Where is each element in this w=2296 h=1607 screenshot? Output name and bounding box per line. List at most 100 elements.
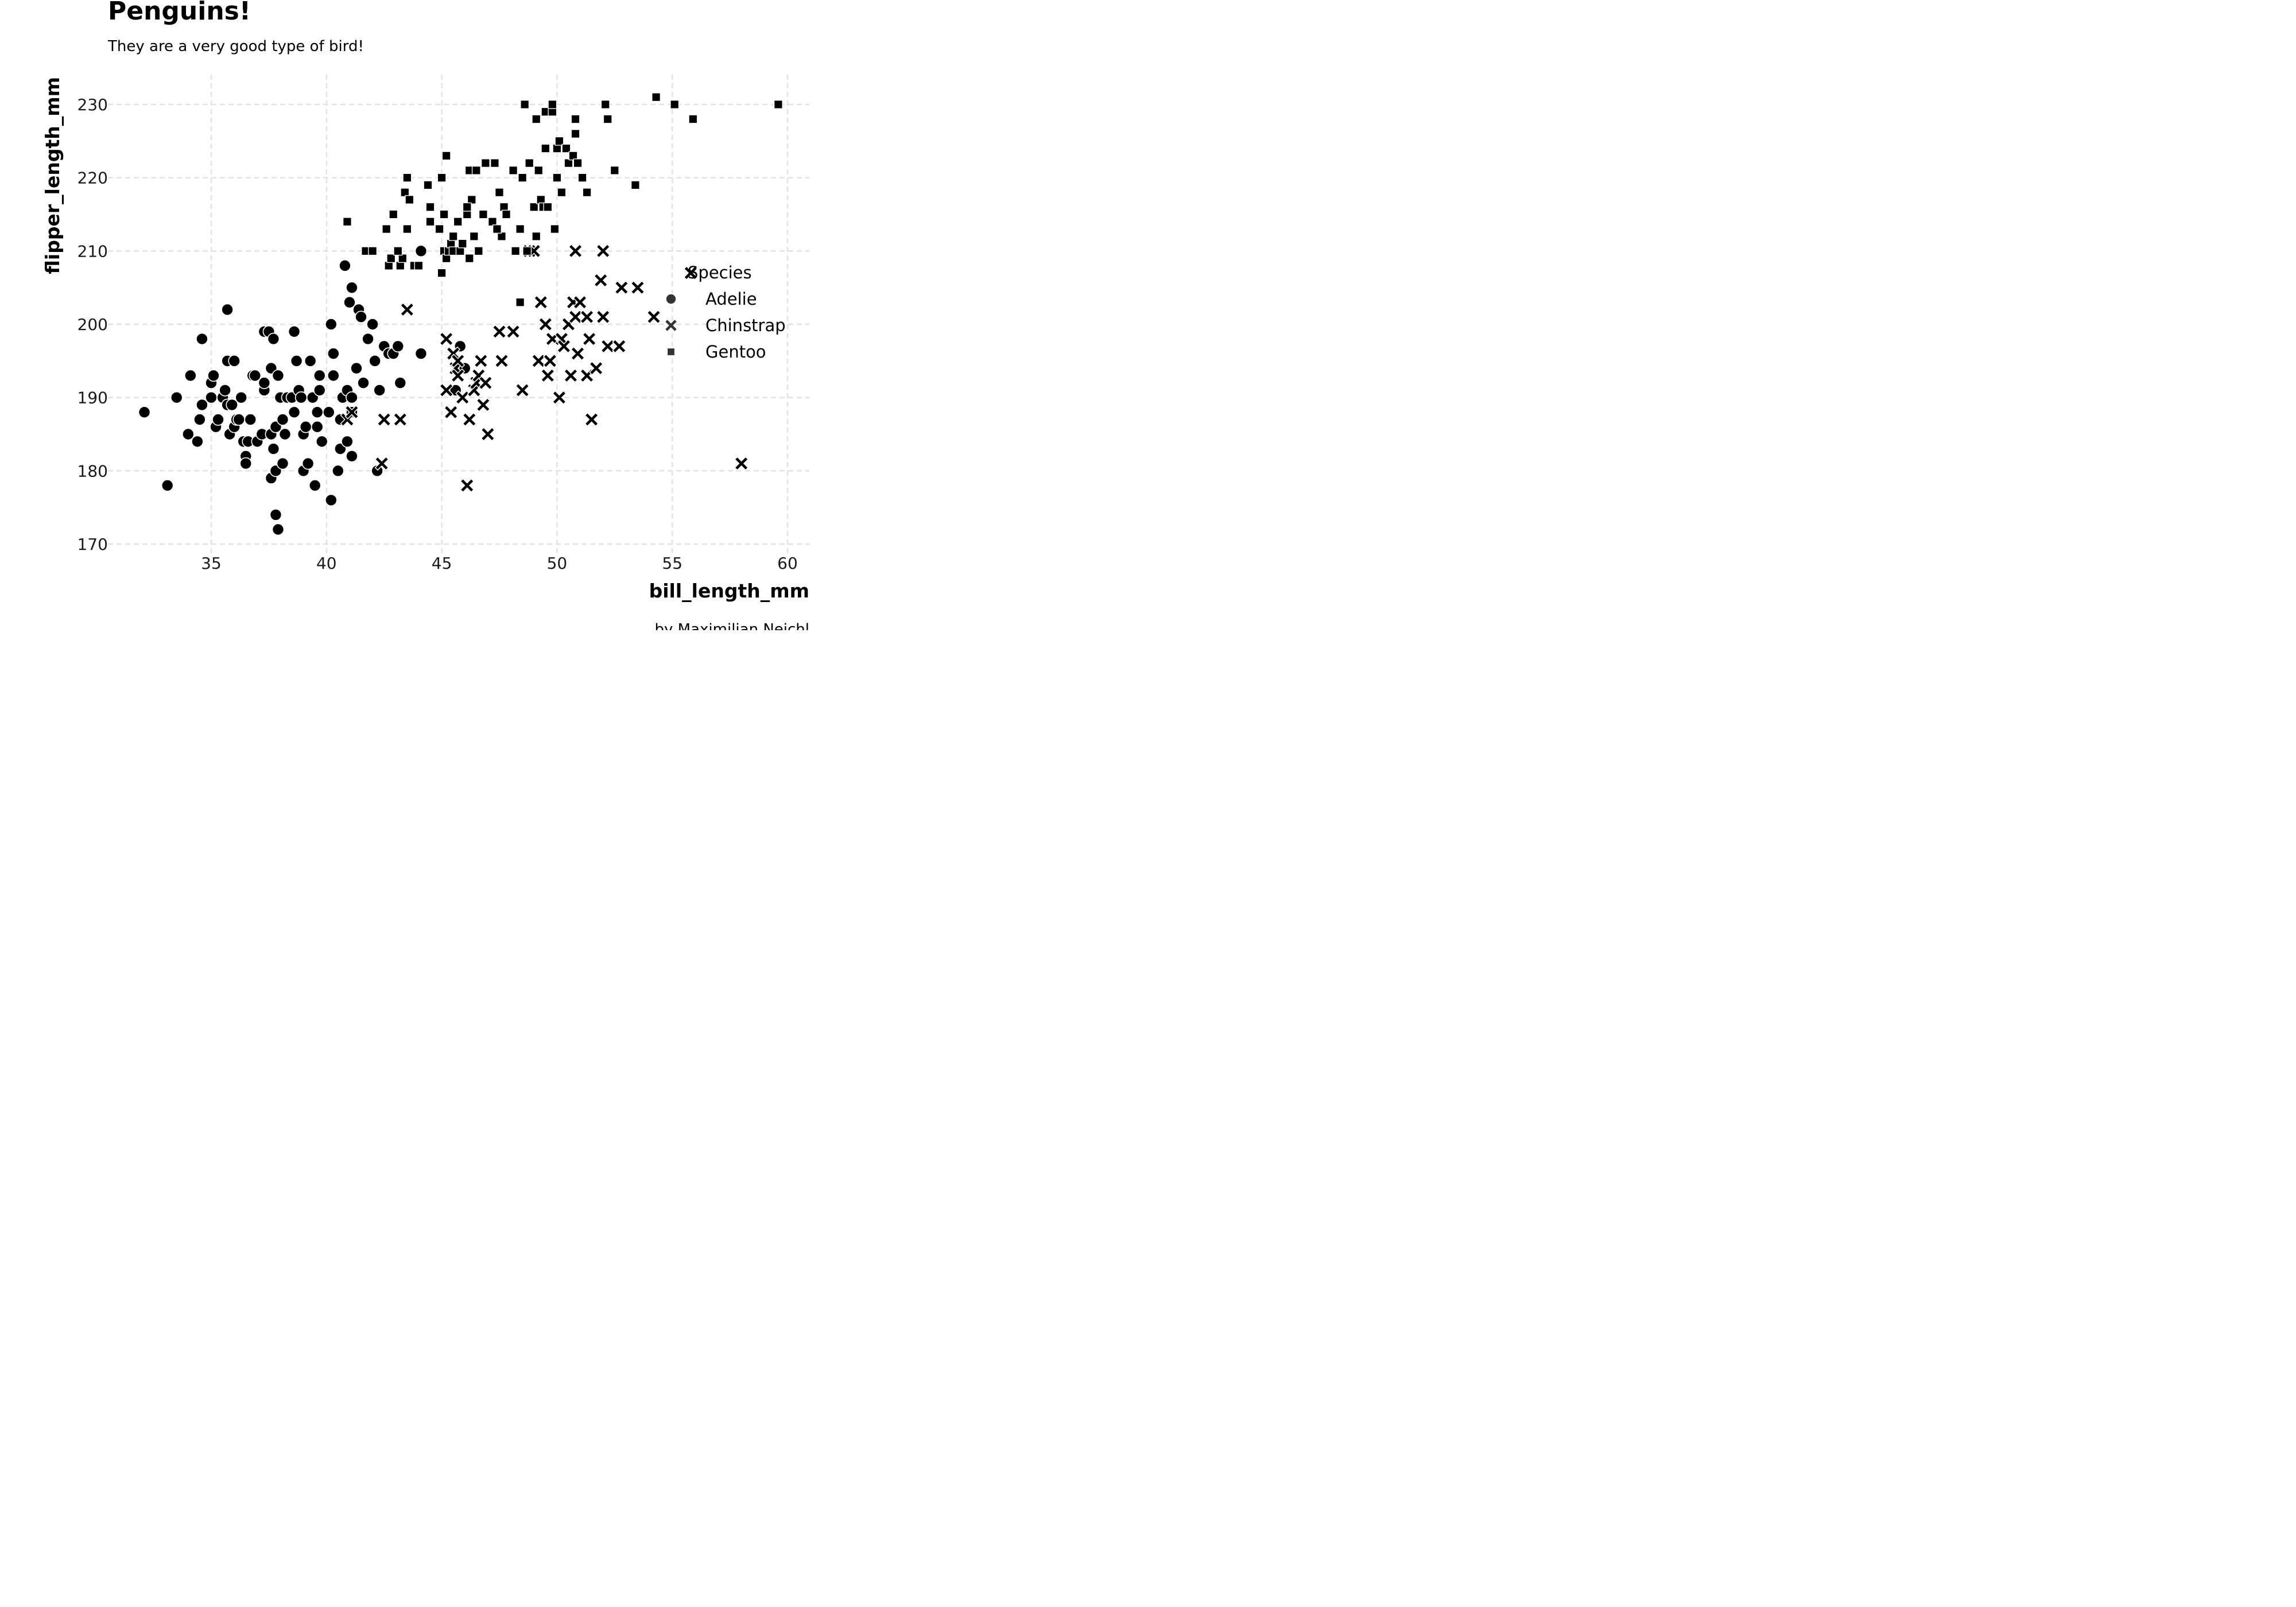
point-gentoo [497,231,506,241]
point-adelie [170,391,183,404]
legend-label: Gentoo [705,342,766,362]
x-tick-label: 55 [662,554,682,573]
point-gentoo [478,209,488,219]
point-gentoo [582,188,592,197]
point-gentoo [467,195,476,204]
point-adelie [239,457,253,470]
point-chinstrap [612,339,627,354]
y-tick-label: 170 [77,535,108,554]
point-gentoo [541,143,550,153]
point-gentoo [774,100,783,109]
point-chinstrap [540,368,555,383]
point-gentoo [368,246,378,256]
point-adelie [301,457,315,470]
point-adelie [228,355,241,367]
point-gentoo [532,114,541,124]
point-gentoo [573,158,583,168]
y-tick-label: 200 [77,315,108,334]
point-chinstrap [474,354,488,368]
point-adelie [276,413,289,426]
point-adelie [184,369,197,382]
point-adelie [304,355,317,367]
point-gentoo [393,246,403,256]
point-chinstrap [568,243,583,258]
point-chinstrap [377,412,391,427]
point-gentoo [437,268,447,278]
y-tick-label: 180 [77,461,108,480]
point-adelie [341,435,354,448]
point-adelie [311,420,324,433]
legend-marker [664,319,678,332]
point-adelie [325,318,338,331]
point-adelie [369,355,381,367]
point-chinstrap [480,426,495,442]
series-chinstrap [340,243,749,493]
point-adelie [327,347,340,360]
point-adelie [394,376,407,389]
point-chinstrap [538,317,553,332]
point-adelie [226,398,238,412]
point-chinstrap [683,266,698,281]
point-adelie [313,384,326,397]
point-adelie [366,318,379,331]
point-adelie [276,457,289,470]
point-gentoo [688,114,698,124]
point-adelie [196,332,208,346]
point-chinstrap [573,295,588,310]
point-adelie [219,384,231,397]
point-chinstrap [439,332,454,347]
point-gentoo [425,217,435,227]
point-adelie [308,479,321,492]
point-chinstrap [460,478,475,493]
chart: Penguins! They are a very good type of b… [41,0,809,630]
point-adelie [346,449,358,463]
point-gentoo [495,188,504,197]
chart-caption: by Maximilian Neichl [655,621,809,630]
point-adelie [205,391,218,404]
legend-label: Chinstrap [705,316,786,335]
legend-item-chinstrap: Chinstrap [664,316,786,335]
point-gentoo [520,100,530,109]
point-chinstrap [596,243,611,258]
point-adelie [272,369,285,382]
point-chinstrap [545,332,560,347]
point-chinstrap [444,405,459,420]
point-gentoo [515,224,525,234]
point-chinstrap [515,383,530,398]
point-adelie [212,413,224,426]
point-chinstrap [400,302,414,317]
grid [108,75,809,554]
point-gentoo [610,165,619,175]
point-gentoo [481,158,490,168]
point-adelie [414,347,428,360]
point-chinstrap [374,456,389,471]
point-adelie [193,413,206,426]
point-adelie [288,325,301,338]
point-adelie [288,406,301,419]
point-gentoo [469,231,479,241]
point-chinstrap [451,368,466,383]
point-adelie [269,509,282,521]
point-gentoo [386,254,396,263]
point-chinstrap [439,383,454,398]
x-tick-label: 45 [432,554,452,573]
point-gentoo [568,151,578,161]
x-tick-label: 60 [777,554,798,573]
legend-label: Adelie [705,289,757,309]
point-gentoo [518,173,528,183]
point-adelie [414,244,428,258]
point-chinstrap [614,280,629,295]
point-gentoo [557,188,567,197]
point-chinstrap [455,390,470,405]
point-gentoo [439,209,449,219]
point-gentoo [502,209,511,219]
point-chinstrap [600,339,615,354]
point-adelie [325,494,338,507]
point-chinstrap [568,309,583,324]
point-adelie [343,296,356,309]
point-gentoo [515,297,525,307]
point-adelie [355,310,367,324]
point-adelie [138,406,151,419]
point-adelie [346,391,358,404]
point-gentoo [670,100,680,109]
